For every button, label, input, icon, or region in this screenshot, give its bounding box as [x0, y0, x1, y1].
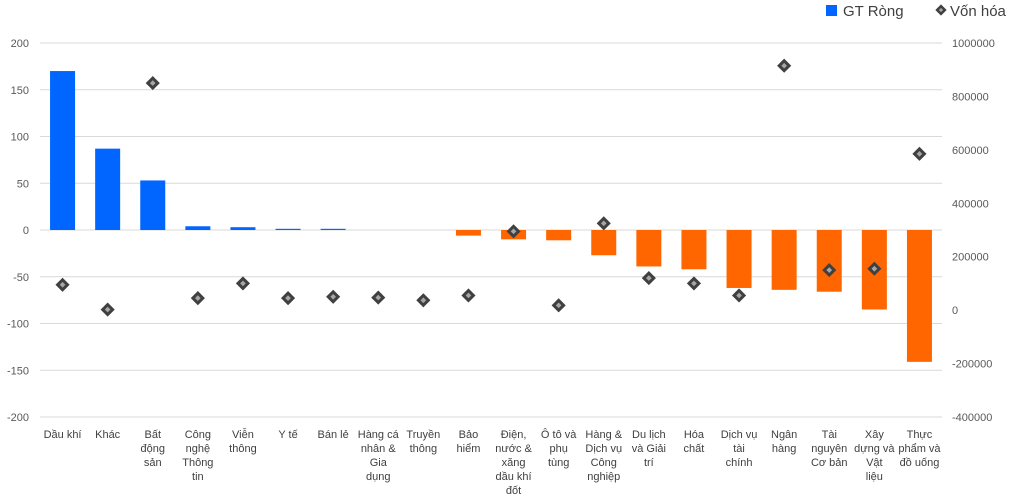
marker-point: [777, 58, 792, 73]
gridlines: [40, 42, 942, 418]
bar: [50, 71, 76, 230]
bar: [726, 230, 752, 288]
right-tick-label: -400000: [952, 412, 992, 424]
marker-point: [145, 76, 160, 91]
bar: [681, 230, 707, 270]
marker-point: [55, 277, 70, 292]
marker-point: [235, 276, 251, 291]
right-tick-label: -200000: [952, 359, 992, 371]
marker-point: [731, 288, 747, 303]
category-label: Điện, nước & xăng dầu khí đốt: [495, 429, 532, 497]
marker-point: [326, 289, 341, 304]
bar: [455, 230, 481, 236]
left-tick-label: 200: [11, 38, 29, 50]
marker-point: [641, 271, 656, 286]
marker-point: [822, 263, 837, 278]
bar: [816, 230, 842, 292]
marker-point: [100, 302, 115, 317]
category-label: Xây dựng và Vật liệu: [854, 429, 895, 483]
bar: [185, 226, 211, 230]
category-label: Ô tô và phụ tùng: [541, 428, 577, 469]
right-tick-label: 200000: [952, 252, 989, 264]
left-tick-label: 50: [17, 178, 29, 190]
bar: [140, 180, 166, 230]
legend-marker-label: Vốn hóa: [950, 3, 1007, 20]
category-label: Bảo hiểm: [457, 429, 481, 455]
legend-bar-swatch: [826, 5, 837, 16]
category-label: Viễn thông: [229, 428, 257, 455]
bar: [546, 230, 572, 241]
category-label: Khác: [95, 429, 121, 441]
marker-point: [416, 293, 431, 308]
category-axis: Dầu khí Khác Bất động sản Công nghệ Thông tin Viễ…: [44, 428, 942, 497]
category-label: Hàng & Dịch vụ Công nghiệp: [585, 429, 622, 483]
right-tick-label: 600000: [952, 145, 989, 157]
left-tick-label: -100: [7, 319, 29, 331]
marker-point: [912, 146, 927, 161]
bar: [230, 227, 256, 230]
category-label: Y tế: [278, 429, 297, 441]
legend-bar-label: GT Ròng: [843, 3, 904, 20]
bar: [275, 228, 301, 230]
left-tick-label: -200: [7, 412, 29, 424]
marker-point: [686, 276, 702, 291]
right-tick-label: 1000000: [952, 38, 995, 50]
marker-point: [551, 298, 566, 313]
marker-series: [55, 58, 927, 317]
marker-point: [280, 291, 296, 306]
category-label: Ngân hàng: [771, 429, 797, 455]
legend: GT Ròng Vốn hóa: [826, 3, 1007, 20]
marker-point: [596, 216, 611, 231]
left-tick-label: -50: [13, 272, 29, 284]
right-tick-label: 800000: [952, 91, 989, 103]
category-label: Hàng cá nhân & Gia dụng: [358, 429, 400, 483]
bar: [591, 230, 617, 256]
marker-point: [371, 290, 386, 305]
bar-series: [50, 71, 932, 362]
right-tick-label: 400000: [952, 198, 989, 210]
marker-point: [867, 261, 882, 276]
category-label: Truyền thông: [406, 429, 440, 455]
category-label: Tài nguyên Cơ bản: [811, 429, 848, 469]
category-label: Du lịch và Giải trí: [632, 429, 666, 469]
category-label: Hóa chất: [684, 429, 705, 455]
left-axis: 200 150 100 50 0 -50 -100 -150 -200: [7, 38, 29, 424]
category-label: Bán lẻ: [318, 429, 349, 441]
bar: [771, 230, 797, 290]
right-tick-label: 0: [952, 305, 958, 317]
legend-marker-swatch: [935, 4, 947, 16]
left-tick-label: 100: [11, 132, 29, 144]
right-axis: 1000000 800000 600000 400000 200000 0 -200000 -…: [952, 38, 995, 424]
left-tick-label: 0: [23, 225, 29, 237]
bar: [95, 148, 121, 230]
marker-point: [461, 288, 476, 303]
category-label: Bất động sản: [141, 429, 165, 469]
category-label: Dịch vụ tài chính: [721, 429, 758, 469]
left-tick-label: 150: [11, 85, 29, 97]
bar: [320, 228, 346, 230]
category-label: Thực phẩm và đồ uống: [898, 429, 941, 469]
category-label: Công nghệ Thông tin: [182, 429, 213, 483]
category-label: Dầu khí: [44, 429, 82, 441]
marker-point: [506, 224, 521, 239]
bar: [636, 230, 662, 267]
marker-point: [190, 291, 205, 306]
left-tick-label: -150: [7, 365, 29, 377]
bar: [906, 230, 932, 362]
